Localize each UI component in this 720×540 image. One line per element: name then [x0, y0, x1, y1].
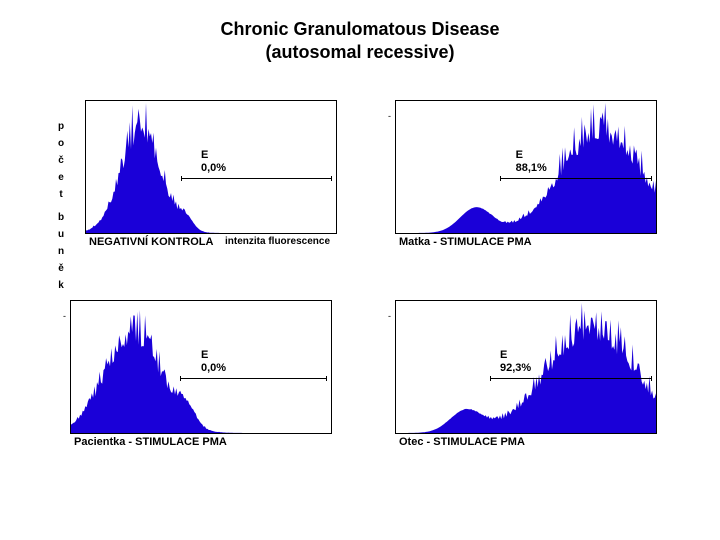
x-axis-label: Pacientka - STIMULACE PMA: [74, 436, 227, 448]
region-name: E: [201, 349, 208, 361]
x-axis-label: NEGATIVNÍ KONTROLA: [89, 236, 213, 248]
region-tick: [326, 376, 327, 381]
region-label: E0,0%: [201, 349, 226, 375]
region-pct: 92,3%: [500, 362, 531, 374]
title-line1: Chronic Granulomatous Disease: [220, 19, 499, 39]
region-name: E: [500, 349, 507, 361]
panel-bl: E0,0%-Pacientka - STIMULACE PMA: [55, 290, 345, 460]
region-tick: [490, 376, 491, 381]
title-line2: (autosomal recessive): [265, 42, 454, 62]
page-title: Chronic Granulomatous Disease (autosomal…: [0, 0, 720, 63]
region-tick: [180, 376, 181, 381]
region-span-line: [180, 378, 326, 379]
plot-box: E0,0%početbuněk: [85, 100, 337, 234]
region-tick: [651, 176, 652, 181]
region-label: E92,3%: [500, 349, 531, 375]
region-span-line: [500, 178, 651, 179]
region-tick: [651, 376, 652, 381]
region-tick: [500, 176, 501, 181]
panel-tl: E0,0%početbuněk NEGATIVNÍ KONTROLA intenzi…: [55, 90, 345, 260]
region-name: E: [516, 149, 523, 161]
y-axis-label: početbuněk: [56, 121, 66, 291]
region-tick: [331, 176, 332, 181]
region-pct: 0,0%: [201, 362, 226, 374]
y-axis-mark: -: [388, 311, 391, 321]
x-axis-label: Otec - STIMULACE PMA: [399, 436, 525, 448]
panel-tr: E88,1%-Matka - STIMULACE PMA: [380, 90, 670, 260]
plot-box: E0,0%-: [70, 300, 332, 434]
x-axis-label: Matka - STIMULACE PMA: [399, 236, 532, 248]
plot-box: E88,1%-: [395, 100, 657, 234]
region-label: E88,1%: [516, 149, 547, 175]
panel-br: E92,3%-Otec - STIMULACE PMA: [380, 290, 670, 460]
region-span-line: [181, 178, 331, 179]
x-axis-label-secondary: intenzita fluorescence: [225, 236, 330, 247]
region-pct: 88,1%: [516, 162, 547, 174]
chart-grid: E0,0%početbuněkNEGATIVNÍ KONTROLAintenzi…: [55, 90, 675, 460]
region-span-line: [490, 378, 651, 379]
region-label: E0,0%: [201, 149, 226, 175]
region-pct: 0,0%: [201, 162, 226, 174]
region-tick: [181, 176, 182, 181]
plot-box: E92,3%-: [395, 300, 657, 434]
y-axis-mark: -: [63, 311, 66, 321]
region-name: E: [201, 149, 208, 161]
y-axis-mark: -: [388, 111, 391, 121]
